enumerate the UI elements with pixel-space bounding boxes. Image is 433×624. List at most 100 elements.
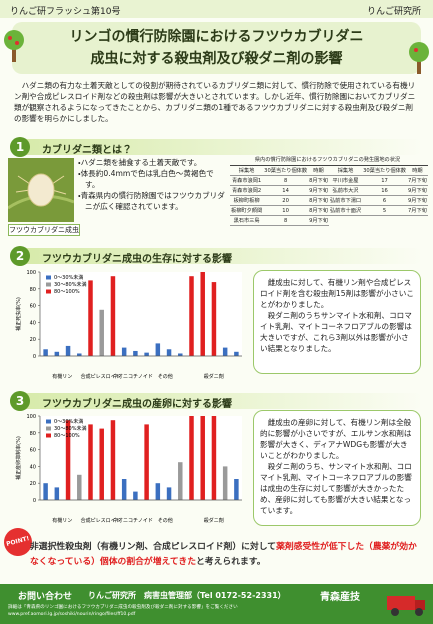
table-row: 青森市浪岡2 14 9月下旬 弘前市大沢 16 9月下旬 [230, 185, 428, 196]
legend-label: 0～30%未満 [54, 274, 83, 281]
paragraph: 雌成虫に対して、有機リン剤や合成ピレスロイド剤を含む殺虫剤15剤は影響が小さいこ… [260, 278, 414, 309]
group-label: 合成ピレスロイド [81, 373, 121, 380]
table-cell: 16 [362, 185, 407, 196]
logo: 青森産技 [320, 592, 360, 603]
truck-body [387, 596, 415, 610]
table-cell: 20 [263, 195, 309, 206]
bar [234, 479, 239, 500]
bar [43, 349, 48, 356]
group-label: 合成ピレスロイド [81, 517, 121, 524]
bar [234, 351, 239, 356]
table-row: 黒石市三島 8 9月下旬 [230, 215, 428, 226]
table-cell: 9月下旬 [407, 185, 428, 196]
bar [121, 479, 127, 500]
intro: ハダニ類の有力な土着天敵としての役割が期待されているカブリダニ類に対して、慣行防… [14, 81, 416, 123]
legend-swatch [46, 282, 51, 287]
table-cell: 8月下旬 [308, 175, 329, 186]
table-header: 30葉当たり個体数 [362, 165, 407, 176]
table-header: 採集地 [328, 165, 363, 176]
bar [54, 487, 60, 500]
bar [88, 424, 93, 500]
bar [222, 466, 228, 500]
table-cell: 青森市浪岡1 [230, 175, 264, 186]
bar [155, 483, 161, 500]
org: りんご研究所 [366, 7, 421, 17]
y-tick-label: 80 [30, 287, 36, 293]
point-part: と考えられます。 [196, 557, 266, 567]
table-cell: 7月下旬 [407, 205, 428, 216]
bar [200, 416, 205, 500]
point-part: 非選択性殺虫剤（有機リン剤、合成ピレスロイド剤）に対して [30, 542, 277, 552]
section-title: カブリダニ類とは？ [42, 145, 132, 156]
plot-bg [40, 272, 242, 356]
legend-label: 30～80%未満 [54, 281, 86, 288]
bar [155, 343, 161, 356]
table-cell: 8 [263, 175, 309, 186]
section-number: 1 [10, 137, 30, 157]
paragraph: 殺ダニ剤のうちサンマイト水和剤、コロマイト乳剤、マイトコーネフロアブルの影響は大… [260, 311, 412, 353]
truck-icon [387, 596, 425, 616]
tree-deco [4, 30, 24, 62]
y-axis-label: 補正死虫率(%) [15, 297, 22, 331]
y-tick-label: 80 [30, 431, 36, 437]
bullet: ・ハダニ類を捕食する土着天敵です。 [78, 158, 202, 167]
group-label: 有機リン [52, 373, 72, 380]
y-tick-label: 100 [26, 270, 36, 276]
table-cell: 板柳町夕顔関 [230, 205, 264, 216]
bar [178, 353, 183, 356]
table: 採集地 30葉当たり個体数 時期 採集地 30葉当たり個体数 時期 青森市浪岡1 8 8月下旬平… [230, 165, 428, 226]
bar [110, 276, 116, 356]
legend-swatch [46, 433, 51, 438]
table-body: 採集地 30葉当たり個体数 時期 採集地 30葉当たり個体数 時期 青森市浪岡1 8 8月下旬平… [230, 165, 428, 226]
y-axis-label: 補正産卵抑制率(%) [15, 436, 22, 480]
apple [8, 36, 12, 40]
y-tick-label: 40 [30, 464, 36, 470]
wheel [415, 608, 423, 616]
mite-photo [8, 158, 74, 222]
table-cell: 5 [362, 205, 407, 216]
table-cell: 6 [362, 195, 407, 206]
bar [222, 347, 228, 356]
y-tick-label: 40 [30, 320, 36, 326]
table-cell: 8月下旬 [308, 195, 329, 206]
table-cell: 9月下旬 [308, 215, 329, 226]
bar [65, 345, 71, 356]
table-cell: 17 [362, 175, 407, 186]
y-tick-label: 100 [26, 414, 36, 420]
group-label: その他 [158, 517, 173, 524]
y-tick-label: 60 [30, 448, 36, 454]
point-text: 非選択性殺虫剤（有機リン剤、合成ピレスロイド剤）に対して薬剤感受性が低下した（農… [30, 540, 420, 570]
title-box: リンゴの慣行防除園におけるフツウカブリダニ 成虫に対する殺虫剤及び殺ダニ剤の影響 [12, 22, 421, 74]
photo-caption: フツウカブリダニ成虫 [8, 224, 80, 236]
bar [189, 416, 194, 500]
bar [211, 416, 217, 500]
bar [144, 352, 149, 356]
section-title: フツウカブリダニ成虫の産卵に対する影響 [42, 399, 232, 410]
table-header: 時期 [308, 165, 329, 176]
section-heading: 1 カブリダニ類とは？ [10, 137, 423, 157]
table-header: 時期 [407, 165, 428, 176]
y-tick-label: 20 [30, 481, 36, 487]
tree-deco [409, 42, 429, 74]
bar [133, 491, 138, 500]
title-line: リンゴの慣行防除園におけるフツウカブリダニ [69, 29, 364, 45]
footer-url: www.pref.aomori.lg.jp/soshiki/nourin/rin… [8, 612, 136, 617]
table-cell: 7月下旬 [407, 175, 428, 186]
contact-dept: りんご研究所 病害虫管理部（Tel 0172-52-2331） [88, 591, 286, 600]
point-highlight: 薬剤感受性が低下した（農薬が効かなくなっている）個体の割合が増えてきた [30, 542, 417, 567]
bullet-text: 青森県内の慣行防除園ではフツウカブリダニが広く確認されています。 [80, 191, 225, 211]
bullet-text: 体長約0.4mmで色は乳白色～黄褐色です。 [80, 169, 214, 189]
chart: 0 20 40 60 80 100 補正死虫率(%) 0～30%未満30～80%未満80～10… [15, 270, 242, 380]
bar [65, 420, 71, 500]
section-heading: 2 フツウカブリダニ成虫の生存に対する影響 [10, 246, 423, 266]
group-label: 殺ダニ剤 [204, 373, 224, 380]
bar [54, 351, 60, 356]
section-number: 3 [10, 391, 30, 411]
bar [189, 276, 194, 356]
bar [77, 353, 82, 356]
bar [133, 350, 138, 356]
y-tick-label: 0 [33, 354, 36, 360]
